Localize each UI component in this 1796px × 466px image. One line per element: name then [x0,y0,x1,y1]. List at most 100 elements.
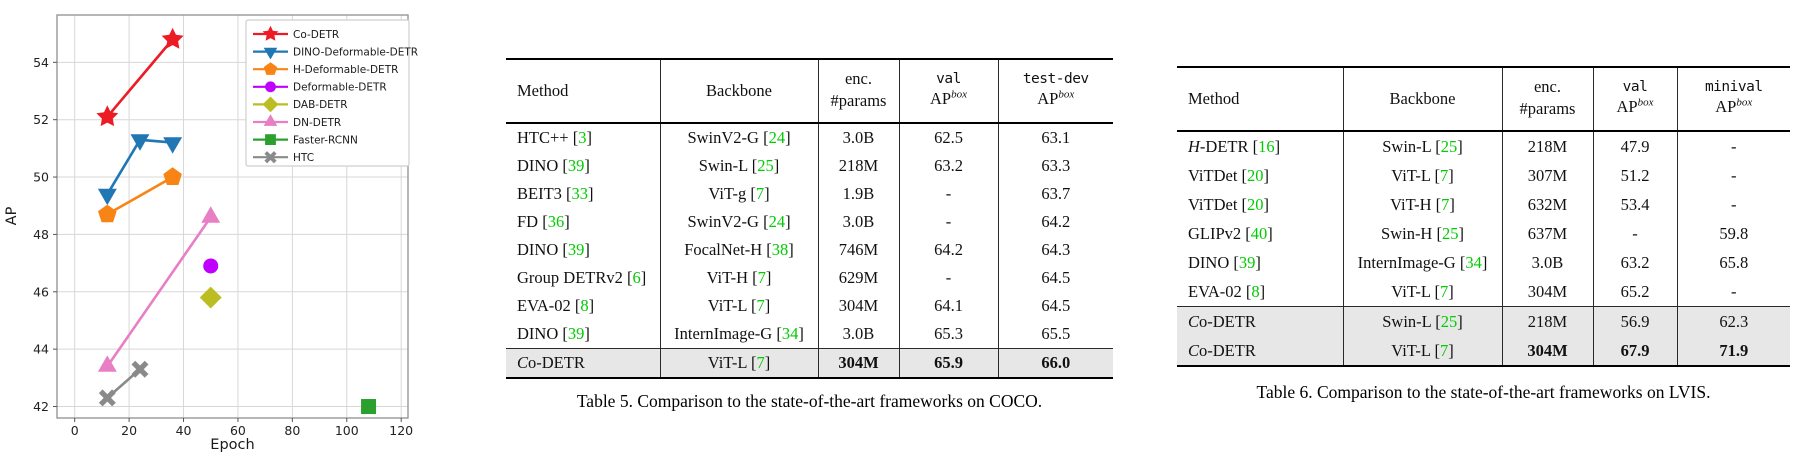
backbone-cell: Swin-L [25] [1342,131,1502,161]
val-ap-cell: - [1592,219,1677,248]
method-cell: FD [36] [517,212,570,231]
x-tick-label: 0 [71,423,79,438]
citation-link[interactable]: 24 [768,128,786,147]
citation-link[interactable]: 20 [1247,165,1264,185]
citation-link[interactable]: 24 [768,212,786,231]
test-ap-cell: 65.8 [1676,248,1790,277]
citation-link[interactable]: 33 [571,184,589,203]
legend-faster-rcnn: Faster-RCNN [253,134,358,146]
method-cell: EVA-02 [8] [1188,281,1266,301]
params-cell: 304M [817,348,899,378]
val-ap-cell: 64.2 [898,236,998,264]
citation-link[interactable]: 38 [771,240,789,259]
citation-link[interactable]: 39 [567,156,585,175]
val-ap-cell: 67.9 [1592,336,1677,366]
legend-dino-deformable-detr: DINO-Deformable-DETR [253,46,418,60]
x-tick-label: 100 [335,423,359,438]
test-ap-cell: 64.5 [997,264,1113,292]
method-cell: ViTDet [20] [1188,165,1270,185]
column-header: val APbox [898,59,998,123]
method-cell: DINO [39] [517,156,590,175]
y-tick-label: 44 [33,342,49,357]
citation-link[interactable]: 40 [1250,223,1268,243]
val-ap-cell: - [898,180,998,208]
series-htc [98,360,149,407]
method-cell: ViTDet [20] [1188,194,1270,214]
x-axis-label: Epoch [210,437,255,453]
column-header: Method [517,81,569,100]
citation-link[interactable]: 7 [756,353,765,372]
legend-dn-detr: DN-DETR [253,114,341,129]
column-header: Method [1188,89,1240,108]
legend-box [245,19,410,167]
citation-link[interactable]: 7 [1439,165,1449,185]
citation-link[interactable]: 8 [580,296,589,315]
series-line [106,175,174,216]
marker-dn-detr [97,355,117,372]
chart-legend: Co-DETR DINO-Deformable-DETR H-Deformable-… [245,19,418,167]
series-co-detr [96,27,184,127]
params-cell: 3.0B [817,208,899,236]
citation-link[interactable]: 25 [1441,223,1459,243]
lvis-table: Method Backbone enc. #params val APbox minival… [1177,66,1790,403]
table-row: DINO [39] Swin-L [25] 218M 63.2 63.3 [506,152,1113,180]
method-cell: Co-DETR [1188,340,1256,360]
test-ap-cell: 64.3 [997,236,1113,264]
marker-co-detr [161,27,184,49]
backbone-cell: ViT-g [7] [659,180,818,208]
citation-link[interactable]: 25 [1440,311,1458,331]
citation-link[interactable]: 25 [1440,136,1458,156]
table-row: BEIT3 [33] ViT-g [7] 1.9B -63.7 [506,180,1113,208]
legend-label: HTC [293,152,314,164]
backbone-cell: Swin-L [25] [659,152,818,180]
coco-table: Method Backbone enc. #params val APbox test-de… [506,58,1113,412]
citation-link[interactable]: 7 [1441,194,1450,214]
lvis-table-caption: Table 6. Comparison to the state-of-the-… [1256,382,1711,402]
citation-link[interactable]: 34 [781,324,799,343]
citation-link[interactable]: 3 [578,128,587,147]
series-h-deformable-detr [98,167,182,223]
citation-link[interactable]: 34 [1465,252,1482,272]
citation-link[interactable]: 39 [567,324,585,343]
backbone-cell: ViT-L [7] [1342,277,1502,307]
column-header: test-dev APbox [997,59,1113,123]
legend-marker-dab-detr [262,96,279,113]
ap-epoch-chart: 0 20 40 60 80 100 120 42 44 46 48 50 52 54 Co-DETR DINO… [0,0,430,466]
method-cell: EVA-02 [8] [517,296,595,315]
citation-link[interactable]: 7 [755,184,765,203]
series-dab-detr [199,286,222,309]
legend-marker-deformable-detr [265,81,276,93]
backbone-cell: ViT-H [7] [1342,190,1502,219]
params-cell: 629M [817,264,899,292]
table-row: ViTDet [20] ViT-L [7] 307M 51.2- [1177,161,1790,190]
citation-link[interactable]: 7 [756,296,765,315]
citation-link[interactable]: 25 [757,156,774,175]
citation-link[interactable]: 8 [1251,281,1260,301]
citation-link[interactable]: 20 [1247,194,1264,214]
citation-link[interactable]: 39 [567,240,585,259]
column-header: enc. #params [1501,67,1593,131]
backbone-cell: SwinV2-G [24] [659,208,818,236]
backbone-cell: ViT-L [7] [1342,336,1502,366]
citation-link[interactable]: 6 [632,268,641,287]
citation-link[interactable]: 16 [1258,136,1275,156]
marker-h-deformable-detr [163,167,182,185]
y-tick-label: 54 [33,55,49,70]
table-row: FD [36] SwinV2-G [24] 3.0B -64.2 [506,208,1113,236]
table-row: DINO [39] InternImage-G [34] 3.0B 65.3 65.5 [506,320,1113,349]
method-cell: Co-DETR [506,348,660,378]
citation-link[interactable]: 7 [1439,340,1449,360]
params-cell: 307M [1501,161,1593,190]
table-row: H-DETR [16] Swin-L [25] 218M 47.9- [1177,131,1790,161]
citation-link[interactable]: 39 [1238,252,1256,272]
series-faster-rcnn [361,399,377,415]
citation-link[interactable]: 36 [547,212,565,231]
citation-link[interactable]: 7 [757,268,766,287]
x-tick-label: 60 [230,423,246,438]
test-ap-cell: 63.1 [997,123,1113,152]
test-ap-cell: 63.7 [997,180,1113,208]
table-row: GLIPv2 [40] Swin-H [25] 637M -59.8 [1177,219,1790,248]
citation-link[interactable]: 7 [1439,281,1449,301]
x-tick-label: 120 [389,423,413,438]
